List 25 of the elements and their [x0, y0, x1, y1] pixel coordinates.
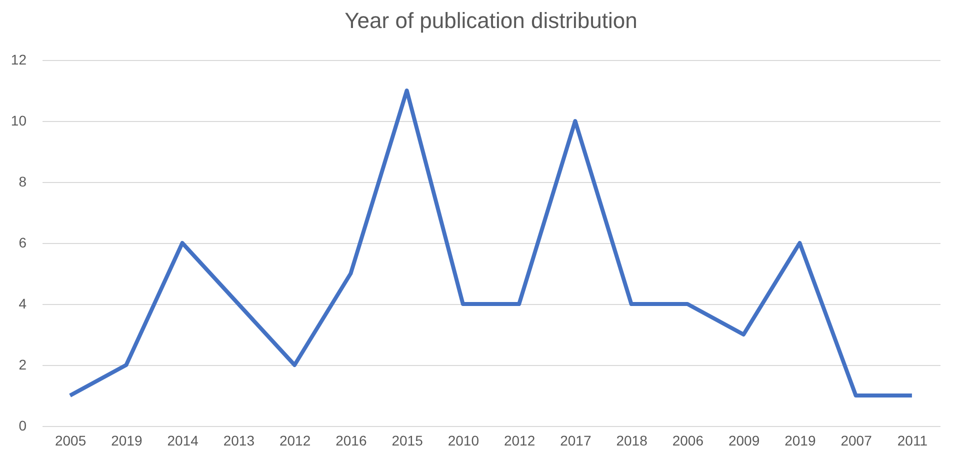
y-tick-label: 12 — [10, 52, 27, 68]
chart-title: Year of publication distribution — [344, 8, 638, 33]
x-tick-label: 2017 — [560, 432, 592, 448]
y-tick-label: 10 — [10, 112, 27, 128]
x-tick-label: 2011 — [897, 432, 928, 448]
x-tick-label: 2006 — [672, 432, 704, 448]
y-tick-label: 4 — [18, 296, 27, 312]
x-tick-label: 2007 — [840, 432, 872, 448]
x-tick-label: 2010 — [448, 432, 480, 448]
x-tick-label: 2013 — [223, 432, 255, 448]
x-tick-label: 2014 — [167, 432, 199, 448]
x-tick-label: 2018 — [616, 432, 648, 448]
x-tick-label: 2015 — [392, 432, 424, 448]
x-tick-label: 2019 — [111, 432, 142, 448]
y-tick-label: 8 — [18, 174, 27, 190]
y-tick-label: 2 — [18, 356, 27, 372]
x-tick-label: 2005 — [54, 432, 86, 448]
x-tick-label: 2016 — [336, 432, 367, 448]
x-tick-label: 2012 — [504, 432, 536, 448]
x-tick-label: 2019 — [784, 432, 816, 448]
y-tick-label: 6 — [18, 234, 27, 250]
line-series — [68, 88, 914, 398]
x-tick-label: 2009 — [728, 432, 760, 448]
y-tick-label: 0 — [18, 418, 27, 434]
x-tick-label: 2012 — [279, 432, 311, 448]
